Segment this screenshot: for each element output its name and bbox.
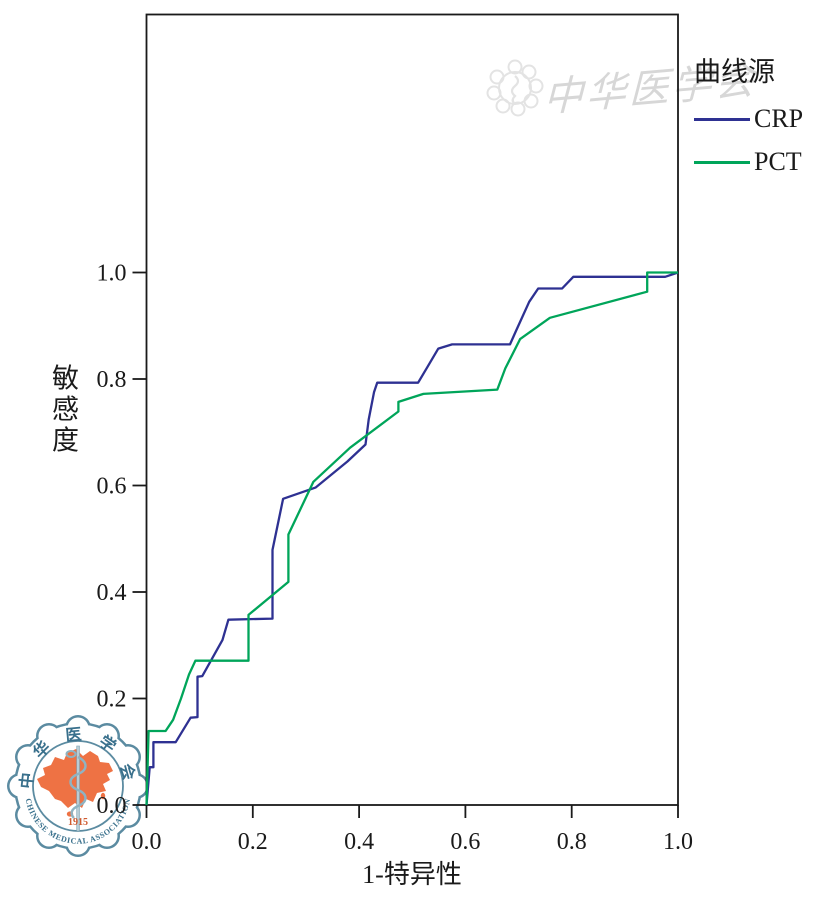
x-tick-label: 0.2 [238, 829, 268, 855]
y-tick-label: 0.4 [97, 580, 127, 606]
plot-frame [145, 13, 679, 806]
x-tick-label: 0.0 [132, 829, 162, 855]
legend-item-crp: CRP [694, 106, 803, 132]
legend-items: CRP PCT [694, 106, 803, 175]
cma-logo-china-map [37, 749, 113, 817]
y-tick-label: 0.6 [97, 474, 127, 500]
x-tick-label: 0.4 [344, 829, 374, 855]
legend-swatch-pct [694, 160, 750, 164]
legend-swatch-crp [694, 117, 750, 121]
axes: 0.0 0.2 0.4 0.6 0.8 1.0 0.0 0.2 0.4 0.6 0.8 1.0 [97, 261, 694, 856]
cma-logo-year: 1915 [68, 817, 88, 828]
cma-ring-char: 医 [65, 726, 83, 745]
roc-curve-pct [145, 271, 678, 806]
x-tick-label: 0.6 [450, 829, 480, 855]
y-tick-label: 1.0 [97, 261, 127, 287]
y-tick-label: 0.2 [97, 687, 127, 713]
legend-item-pct: PCT [694, 149, 803, 175]
x-axis-title: 1-特异性 [362, 860, 462, 889]
x-tick-label: 0.8 [557, 829, 587, 855]
legend-label-crp: CRP [754, 104, 804, 133]
y-tick-label: 0.0 [97, 793, 127, 819]
x-tick-label: 1.0 [663, 829, 693, 855]
legend-label-pct: PCT [754, 147, 802, 176]
roc-curve-crp [145, 271, 679, 806]
cma-ring-char: 中 [16, 772, 37, 790]
y-tick-label: 0.8 [97, 367, 127, 393]
roc-curves [145, 271, 679, 806]
cma-logo-staff-snake-icon [65, 745, 87, 832]
cma-ring-char: 会 [116, 761, 139, 782]
legend-title: 曲线源 [694, 57, 775, 87]
watermark-seal-icon [486, 59, 544, 117]
legend: 曲线源 CRP PCT [694, 50, 803, 175]
cma-logo: 中华医 学会 CHINESE MEDICAL ASSOCIATION 1915 [7, 715, 149, 857]
y-axis-title: 敏感度 [48, 363, 78, 457]
